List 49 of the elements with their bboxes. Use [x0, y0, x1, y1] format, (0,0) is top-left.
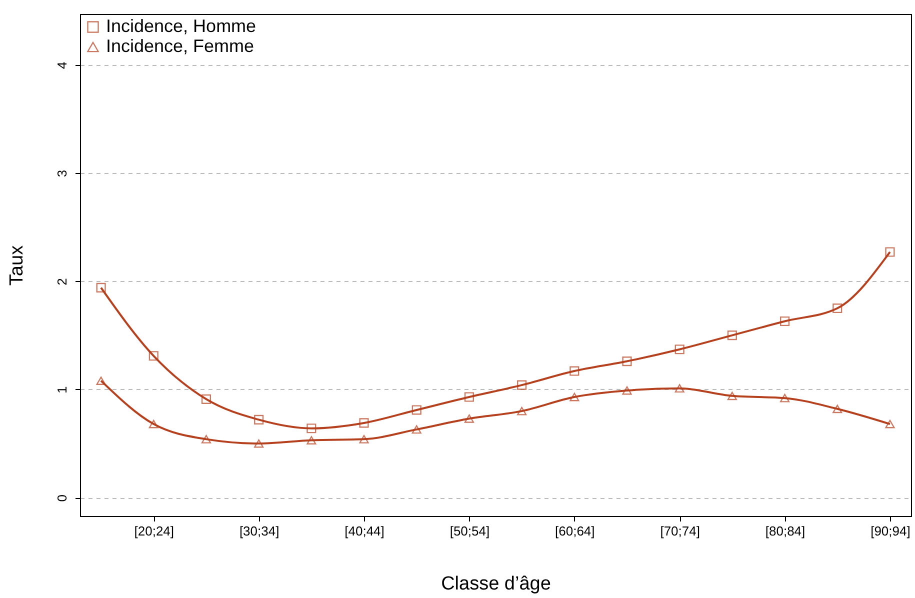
y-tick-label: 1 — [54, 386, 70, 394]
point — [780, 316, 790, 326]
legend-label: Incidence, Homme — [106, 16, 256, 36]
x-tick-label: [60;64] — [555, 524, 595, 538]
point — [832, 303, 842, 314]
x-tick-label: [20;24] — [134, 524, 174, 538]
point — [148, 351, 158, 361]
point — [464, 392, 474, 402]
point — [622, 356, 632, 366]
y-axis-title: Taux — [6, 244, 28, 286]
point — [359, 418, 369, 428]
point — [254, 414, 264, 424]
y-tick-label: 2 — [54, 278, 70, 286]
point — [306, 436, 316, 444]
point — [517, 380, 527, 390]
point — [96, 282, 106, 293]
x-tick-label: [50;54] — [450, 524, 490, 538]
x-tick-label: [80;84] — [765, 524, 806, 538]
point — [201, 394, 212, 404]
y-tick-label: 4 — [54, 62, 70, 69]
legend-label: Incidence, Femme — [106, 36, 254, 56]
x-tick-label: [90;94] — [870, 524, 910, 538]
point — [674, 344, 684, 354]
point — [412, 405, 422, 415]
point — [622, 386, 632, 395]
y-tick-label: 3 — [54, 170, 70, 178]
point — [201, 434, 212, 444]
point — [727, 392, 737, 400]
point — [727, 330, 737, 340]
point — [306, 424, 316, 434]
x-tick-label: [70;74] — [660, 524, 700, 538]
x-tick-label: [40;44] — [344, 524, 384, 538]
point — [464, 414, 474, 423]
point — [254, 439, 264, 448]
point — [570, 392, 580, 402]
x-axis-title: Classe d’âge — [441, 574, 551, 594]
point — [148, 420, 158, 428]
point — [570, 366, 580, 376]
x-tick-label: [30;34] — [239, 524, 280, 538]
y-tick-label: 0 — [54, 494, 70, 502]
point — [780, 394, 790, 402]
point — [674, 384, 684, 393]
point — [832, 404, 842, 414]
point — [517, 406, 527, 416]
point — [412, 425, 422, 434]
point — [885, 247, 895, 257]
point — [885, 420, 895, 428]
point — [96, 376, 106, 385]
point — [359, 434, 369, 444]
